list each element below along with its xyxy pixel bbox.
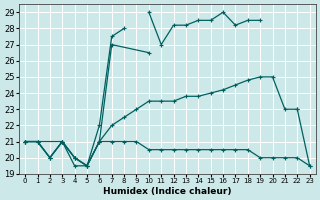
X-axis label: Humidex (Indice chaleur): Humidex (Indice chaleur) [103,187,232,196]
